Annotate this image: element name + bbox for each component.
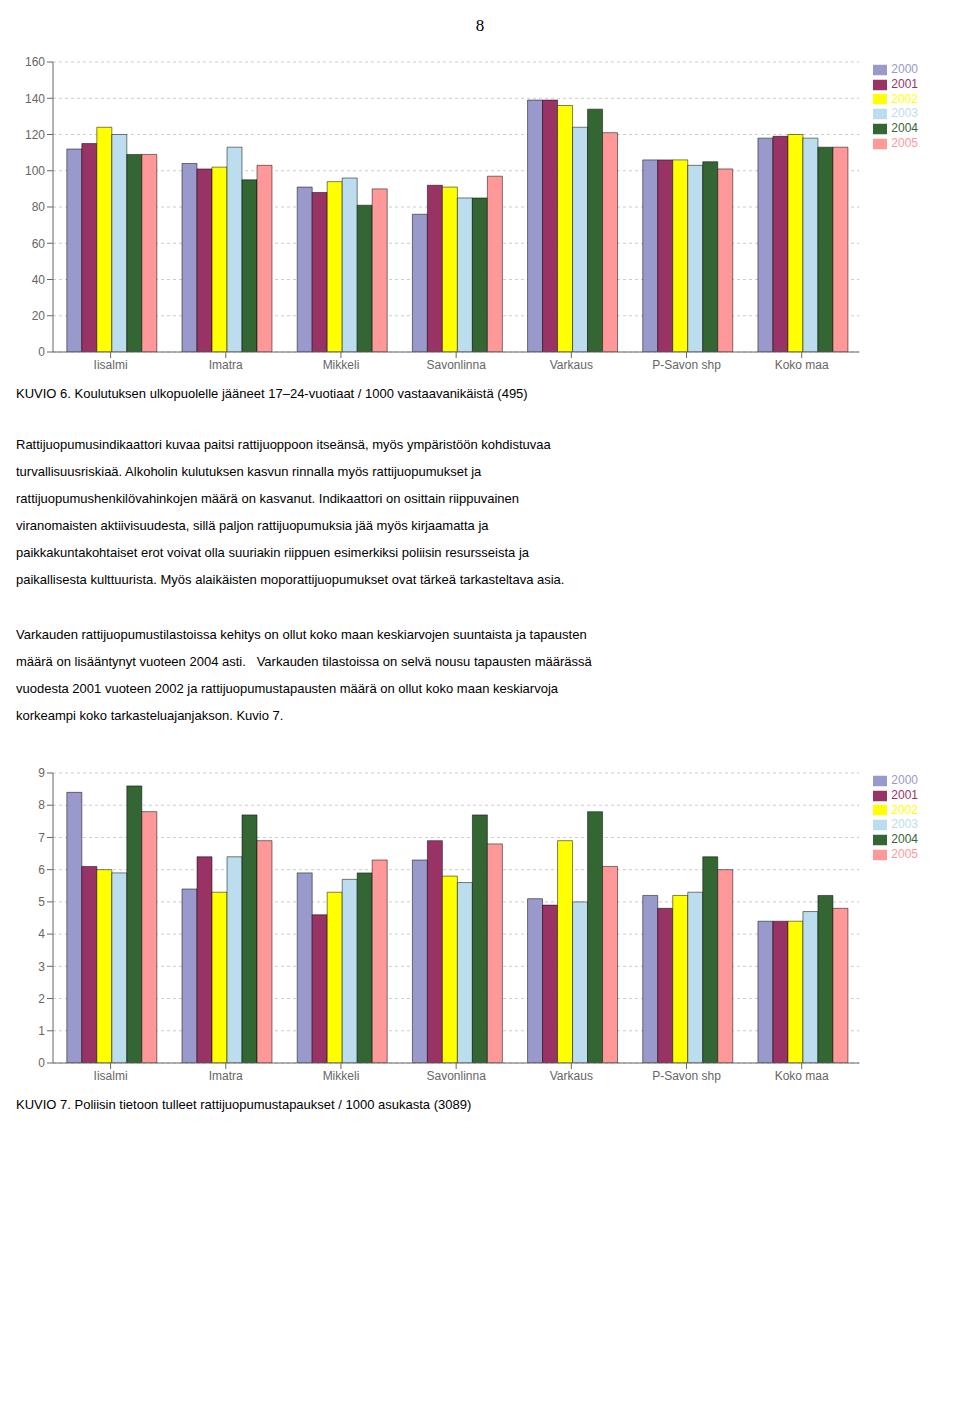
svg-text:120: 120 (25, 128, 45, 142)
svg-text:9: 9 (38, 766, 45, 780)
svg-text:0: 0 (38, 345, 45, 359)
html-text:KUVIO 6. Koulutuksen ulkopuole: KUVIO 6. Koulutuksen ulkopuolelle jäänee… (16, 386, 528, 401)
html-text:2005: 2005 (891, 136, 918, 151)
svg-text:P-Savon shp: P-Savon shp (652, 358, 721, 372)
svg-text:160: 160 (25, 55, 45, 69)
svg-text:1: 1 (38, 1024, 45, 1038)
html-text:turvallisuusriskiaä. Alkoholin: turvallisuusriskiaä. Alkoholin kulutukse… (16, 464, 482, 479)
html-text:vuodesta 2001 vuoteen 2002 ja: vuodesta 2001 vuoteen 2002 ja rattijuopu… (16, 681, 558, 696)
html-text:2004: 2004 (891, 121, 918, 136)
svg-text:Mikkeli: Mikkeli (323, 1069, 360, 1083)
svg-text:Iisalmi: Iisalmi (94, 358, 128, 372)
html-text:2003: 2003 (891, 106, 918, 121)
html-text:korkeampi koko tarkasteluajanj: korkeampi koko tarkasteluajanjakson. Kuv… (16, 708, 284, 723)
svg-text:Varkaus: Varkaus (550, 1069, 593, 1083)
html-text:2005: 2005 (891, 847, 918, 862)
svg-text:8: 8 (38, 798, 45, 812)
svg-text:7: 7 (38, 831, 45, 845)
svg-text:20: 20 (32, 309, 46, 323)
html-text:2001: 2001 (891, 787, 918, 802)
svg-text:Imatra: Imatra (209, 358, 243, 372)
svg-text:0: 0 (38, 1056, 45, 1070)
svg-text:2: 2 (38, 992, 45, 1006)
html-text:2000: 2000 (891, 773, 918, 787)
svg-text:4: 4 (38, 927, 45, 941)
html-text:paikallisesta kulttuurista. My: paikallisesta kulttuurista. Myös alaikäi… (16, 572, 565, 587)
svg-text:Mikkeli: Mikkeli (323, 358, 360, 372)
svg-text:Iisalmi: Iisalmi (94, 1069, 128, 1083)
html-text:2002: 2002 (891, 802, 918, 817)
svg-text:60: 60 (32, 237, 46, 251)
svg-text:140: 140 (25, 92, 45, 106)
svg-text:100: 100 (25, 164, 45, 178)
html-text:2001: 2001 (891, 76, 918, 91)
svg-text:Koko maa: Koko maa (775, 1069, 829, 1083)
svg-text:80: 80 (32, 200, 46, 214)
svg-text:5: 5 (38, 895, 45, 909)
svg-text:Koko maa: Koko maa (775, 358, 829, 372)
svg-text:Savonlinna: Savonlinna (426, 1069, 486, 1083)
svg-text:Imatra: Imatra (209, 1069, 243, 1083)
svg-text:40: 40 (32, 273, 46, 287)
html-text:8: 8 (475, 16, 485, 35)
html-text:rattijuopumushenkilövahinkojen: rattijuopumushenkilövahinkojen määrä on … (16, 491, 519, 506)
svg-text:Savonlinna: Savonlinna (426, 358, 486, 372)
html-text:paikkakuntakohtaiset erot voiv: paikkakuntakohtaiset erot voivat olla su… (16, 545, 529, 560)
html-text:2003: 2003 (891, 817, 918, 832)
html-text:Rattijuopumusindikaattori kuva: Rattijuopumusindikaattori kuvaa paitsi r… (16, 437, 551, 452)
html-text:viranomaisten aktiivisuudesta,: viranomaisten aktiivisuudesta, sillä pal… (16, 518, 489, 533)
html-text:2002: 2002 (891, 91, 918, 106)
html-text:2004: 2004 (891, 832, 918, 847)
svg-text:P-Savon shp: P-Savon shp (652, 1069, 721, 1083)
html-text:KUVIO 7. Poliisin tietoon tull: KUVIO 7. Poliisin tietoon tulleet rattij… (16, 1097, 472, 1112)
svg-text:Varkaus: Varkaus (550, 358, 593, 372)
svg-text:6: 6 (38, 863, 45, 877)
html-text:Varkauden rattijuopumustilasto: Varkauden rattijuopumustilastoissa kehit… (16, 627, 587, 642)
svg-text:3: 3 (38, 960, 45, 974)
html-text:2000: 2000 (891, 62, 918, 76)
html-text:määrä on lisääntynyt vuoteen 2: määrä on lisääntynyt vuoteen 2004 asti. … (16, 654, 592, 669)
